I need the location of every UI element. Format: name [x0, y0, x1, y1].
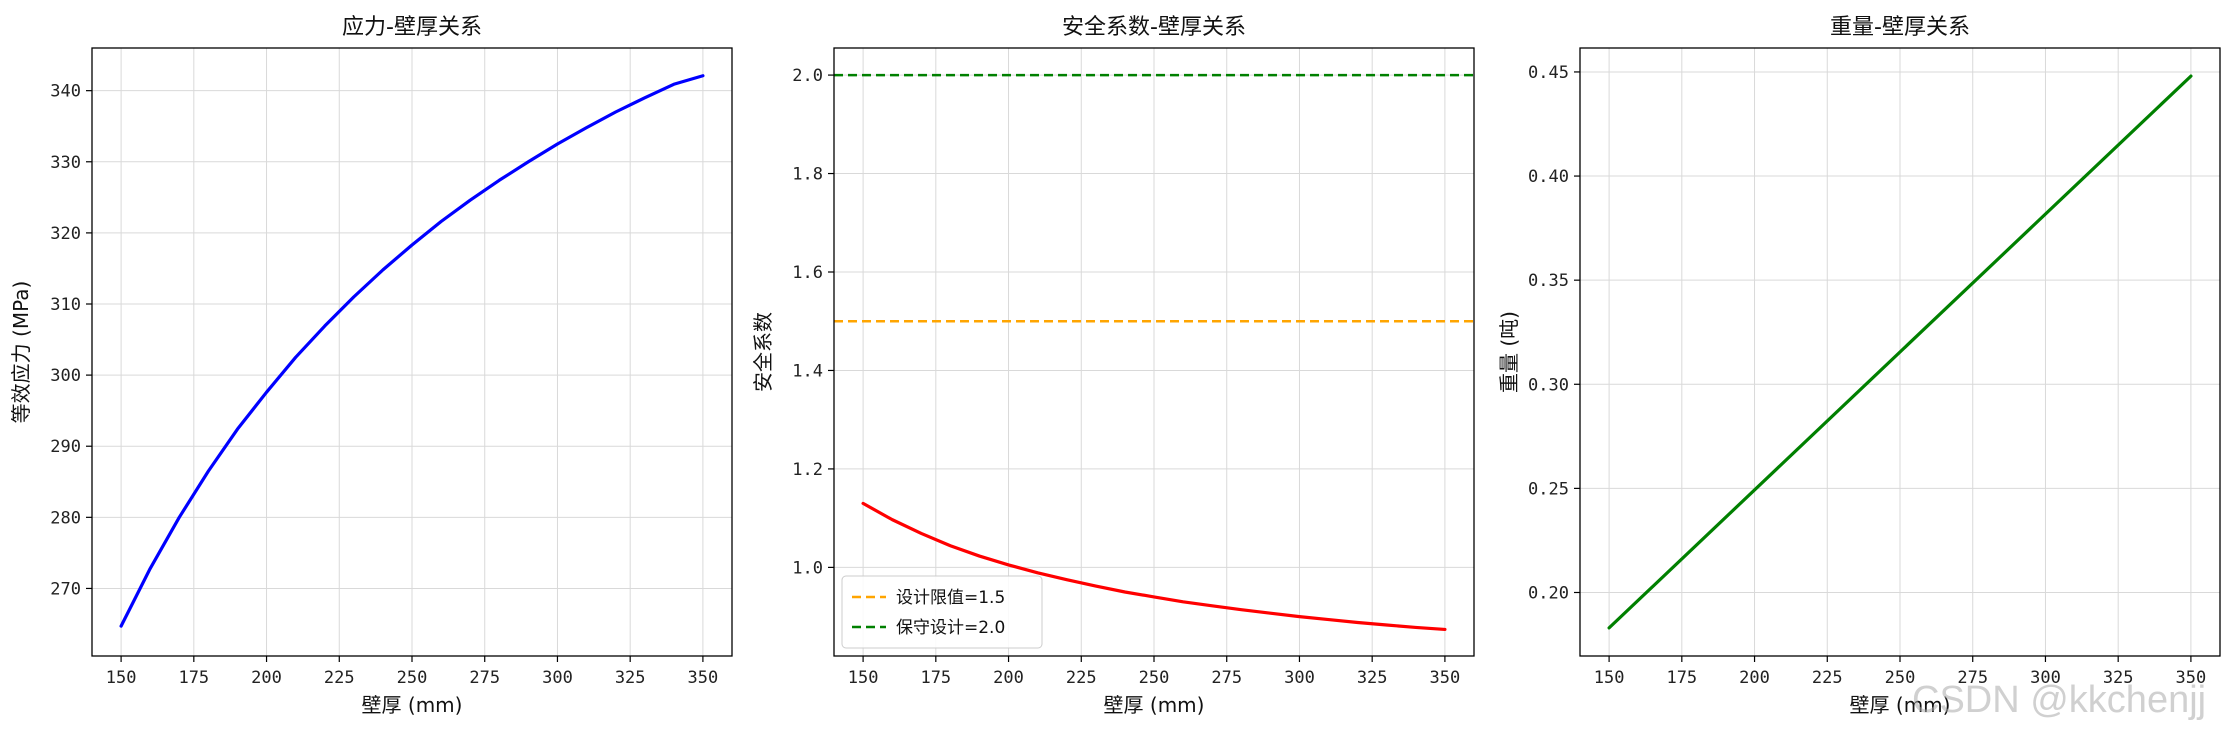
y-tick-label: 330 — [50, 153, 81, 173]
y-tick-label: 290 — [50, 437, 81, 457]
x-tick-label: 200 — [251, 668, 282, 688]
legend-box — [841, 575, 1043, 649]
x-tick-label: 225 — [1812, 668, 1843, 688]
x-tick-label: 325 — [2103, 668, 2134, 688]
chart-title: 应力-壁厚关系 — [342, 15, 482, 40]
series-line — [861, 501, 1447, 632]
chart-title: 重量-壁厚关系 — [1830, 15, 1970, 40]
series-line — [119, 74, 705, 628]
stress-thickness-panel: 150 175 200 225 250 275 300 325 350 270 280 290 300 3… — [9, 15, 733, 717]
y-tick-label: 280 — [50, 508, 81, 528]
x-tick-label: 275 — [1957, 668, 1988, 688]
y-tick-label: 300 — [50, 366, 81, 386]
y-axis-label: 重量 (吨) — [1497, 311, 1521, 393]
x-tick-label: 300 — [1284, 668, 1315, 688]
x-tick-label: 350 — [2176, 668, 2207, 688]
x-tick-label: 250 — [1139, 668, 1170, 688]
x-axis-label: 壁厚 (mm) — [1104, 693, 1205, 717]
y-axis-label: 安全系数 — [751, 312, 775, 392]
x-axis-label: 壁厚 (mm) — [362, 693, 463, 717]
series-line — [1607, 74, 2193, 630]
y-tick-label: 2.0 — [792, 66, 823, 86]
x-tick-label: 325 — [615, 668, 646, 688]
x-tick-label: 325 — [1357, 668, 1388, 688]
x-tick-label: 175 — [178, 668, 209, 688]
x-tick-label: 300 — [2030, 668, 2061, 688]
y-tick-label: 1.4 — [792, 361, 823, 381]
x-tick-label: 225 — [324, 668, 355, 688]
x-tick-label: 150 — [106, 668, 137, 688]
y-tick-label: 0.45 — [1528, 63, 1569, 83]
safety-factor-thickness-panel: 150 175 200 225 250 275 300 325 350 1.0 1.2 1.4 1.6 1… — [751, 15, 1475, 717]
x-tick-label: 350 — [1430, 668, 1461, 688]
x-tick-label: 200 — [993, 668, 1024, 688]
x-tick-label: 175 — [920, 668, 951, 688]
y-tick-label: 1.6 — [792, 263, 823, 283]
y-tick-label: 0.35 — [1528, 271, 1569, 291]
y-tick-label: 0.20 — [1528, 583, 1569, 603]
x-tick-label: 225 — [1066, 668, 1097, 688]
x-tick-label: 275 — [469, 668, 500, 688]
x-tick-label: 300 — [542, 668, 573, 688]
y-tick-label: 1.8 — [792, 165, 823, 185]
x-tick-label: 250 — [397, 668, 428, 688]
y-axis-label: 等效应力 (MPa) — [9, 281, 33, 424]
x-tick-label: 250 — [1885, 668, 1916, 688]
y-tick-label: 340 — [50, 82, 81, 102]
x-tick-label: 150 — [848, 668, 879, 688]
y-tick-label: 0.40 — [1528, 167, 1569, 187]
x-tick-label: 150 — [1594, 668, 1625, 688]
y-tick-label: 310 — [50, 295, 81, 315]
legend-label: 设计限值=1.5 — [896, 588, 1005, 608]
chart-title: 安全系数-壁厚关系 — [1062, 15, 1246, 40]
y-tick-label: 0.30 — [1528, 375, 1569, 395]
x-tick-label: 200 — [1739, 668, 1770, 688]
x-tick-label: 275 — [1211, 668, 1242, 688]
y-tick-label: 0.25 — [1528, 479, 1569, 499]
weight-thickness-panel: 150 175 200 225 250 275 300 325 350 0.20 0.25 0.30 0… — [1497, 15, 2221, 717]
watermark: CSDN @kkchenjj — [1912, 679, 2206, 721]
x-axis-label: 壁厚 (mm) — [1850, 693, 1951, 717]
y-tick-label: 1.0 — [792, 558, 823, 578]
y-tick-label: 320 — [50, 224, 81, 244]
y-tick-label: 1.2 — [792, 460, 823, 480]
legend-label: 保守设计=2.0 — [896, 618, 1005, 638]
y-tick-label: 270 — [50, 579, 81, 599]
x-tick-label: 175 — [1666, 668, 1697, 688]
x-tick-label: 350 — [688, 668, 719, 688]
